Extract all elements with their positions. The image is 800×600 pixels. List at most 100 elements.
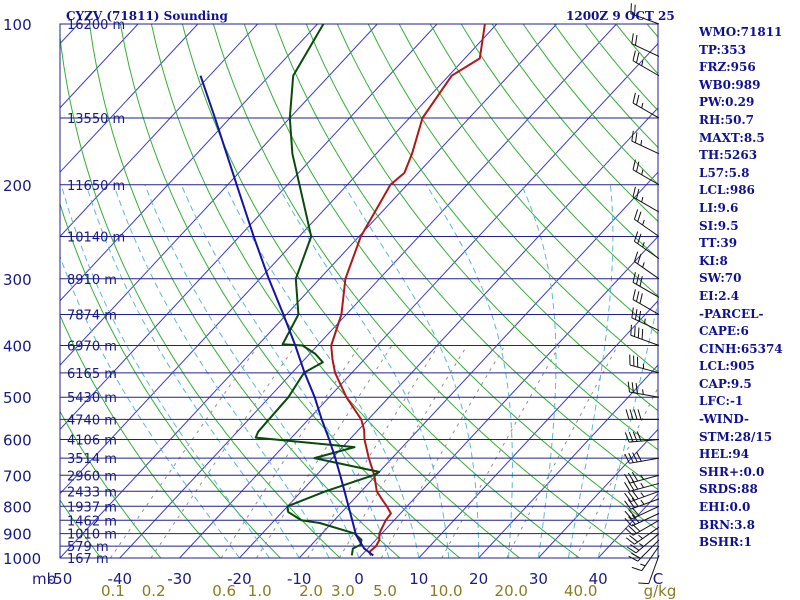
mixing-ratio-line [150,345,296,558]
temperature-tick-label: -40 [108,570,133,588]
index-maxt: MAXT:8.5 [699,130,765,145]
isotherm-line [60,24,199,173]
height-label: 10140 m [67,230,125,245]
dewpoint-trace [254,24,381,556]
wind-barbs [624,3,660,585]
temperature-tick-label: 20 [469,570,488,588]
index-wb0: WB0:989 [699,77,761,92]
height-label: 11650 m [67,179,125,194]
mixing-ratio-label: 0.6 [212,582,236,600]
index-si: SI:9.5 [699,218,739,233]
isotherm-line [358,235,658,558]
wind-barb [625,409,659,420]
wind-barb [630,3,660,25]
index-srds: SRDS:88 [699,482,758,497]
mixing-ratio-label: 10.0 [429,582,462,600]
wind-barb [625,526,660,545]
wind-barb [625,519,660,536]
moist-adiabat [343,184,480,558]
mixing-ratio-line [506,345,619,558]
index-tt: TT:39 [699,236,738,251]
isotherm-line [119,24,617,558]
sounding-time: 1200Z 9 OCT 25 [566,9,675,23]
isotherm-line [179,42,658,558]
wind-barb [631,33,660,57]
index-cape: CAPE:6 [699,324,749,339]
isotherm-line [298,171,658,558]
mixing-ratio-line [441,345,560,558]
mixing-ratio-label: 5.0 [373,582,397,600]
index-parcel-lcl: LCL:905 [699,359,755,374]
index-pw: PW:0.29 [699,95,755,110]
pressure-tick-label: 100 [3,16,32,34]
wind-heading: -WIND- [699,412,749,427]
temperature-unit-label: C [653,570,663,588]
height-label: 167 m [67,552,109,567]
height-label: 6970 m [67,340,117,355]
wind-barb [632,159,660,186]
wind-barb [631,130,660,155]
temperature-tick-label: 0 [354,570,364,588]
index-l57: L57:5.8 [699,165,750,180]
index-lcl: LCL:986 [699,183,755,198]
index-brn: BRN:3.8 [699,517,755,532]
index-th: TH:5263 [699,148,758,163]
wind-barb [631,307,660,331]
isotherm-line [60,24,258,238]
pressure-tick-label: 800 [3,498,32,516]
index-lfc: LFC:-1 [699,394,744,409]
index-ki: KI:8 [699,253,728,268]
isotherm-line [60,24,378,366]
mixing-ratio-line [380,345,506,558]
stability-index-panel: WMO:71811 TP:353 FRZ:956 WB0:989 PW:0.29… [699,24,799,552]
mixing-ratio-line [109,345,259,558]
height-label: 16200 m [67,18,125,33]
height-label: 2960 m [67,469,117,484]
height-label: 7874 m [67,309,117,324]
wind-barb [630,324,660,346]
parcel-heading: -PARCEL- [699,306,764,321]
temperature-tick-label: 10 [409,570,428,588]
wind-barb [624,431,660,443]
mixing-ratio-line [256,345,393,558]
index-hel: HEL:94 [699,447,750,462]
wind-barb [624,505,660,520]
height-label: 4106 m [67,434,117,449]
mixing-ratio-label: 3.0 [331,582,355,600]
moist-adiabat [425,184,513,558]
mixing-ratio-label: 0.1 [101,582,125,600]
parcel-trace [199,75,374,557]
isotherm-line [60,24,438,431]
wind-barb [633,251,660,280]
mixing-ratio-label: 2.0 [299,582,323,600]
moist-adiabat [521,184,557,558]
temperature-tick-label: -30 [167,570,192,588]
height-label: 6165 m [67,367,117,382]
wind-barb [624,471,660,484]
index-shr: SHR+:0.0 [699,464,765,479]
pressure-tick-label: 500 [3,389,32,407]
height-label: 1937 m [67,500,117,515]
mixing-ratio-label: 1.0 [248,582,272,600]
wind-barb [633,231,660,260]
dry-adiabat [274,24,658,491]
temperature-tick-label: 30 [529,570,548,588]
index-li: LI:9.6 [699,200,739,215]
index-bshr: BSHR:1 [699,535,752,550]
dry-adiabat [150,24,520,558]
isotherm-line [239,107,658,558]
isotherm-line [538,428,658,558]
wind-barb [633,209,660,237]
index-wmo: WMO:71811 [699,25,783,39]
wind-barb [628,539,660,562]
index-sw: SW:70 [699,271,742,286]
wind-barb [632,186,660,213]
dry-adiabat [212,24,640,558]
wind-barb [632,272,660,298]
wind-barb [627,533,660,554]
moist-adiabat [224,184,420,558]
height-label: 13550 m [67,112,125,127]
wind-barb [632,50,660,77]
index-rh: RH:50.7 [699,112,754,127]
